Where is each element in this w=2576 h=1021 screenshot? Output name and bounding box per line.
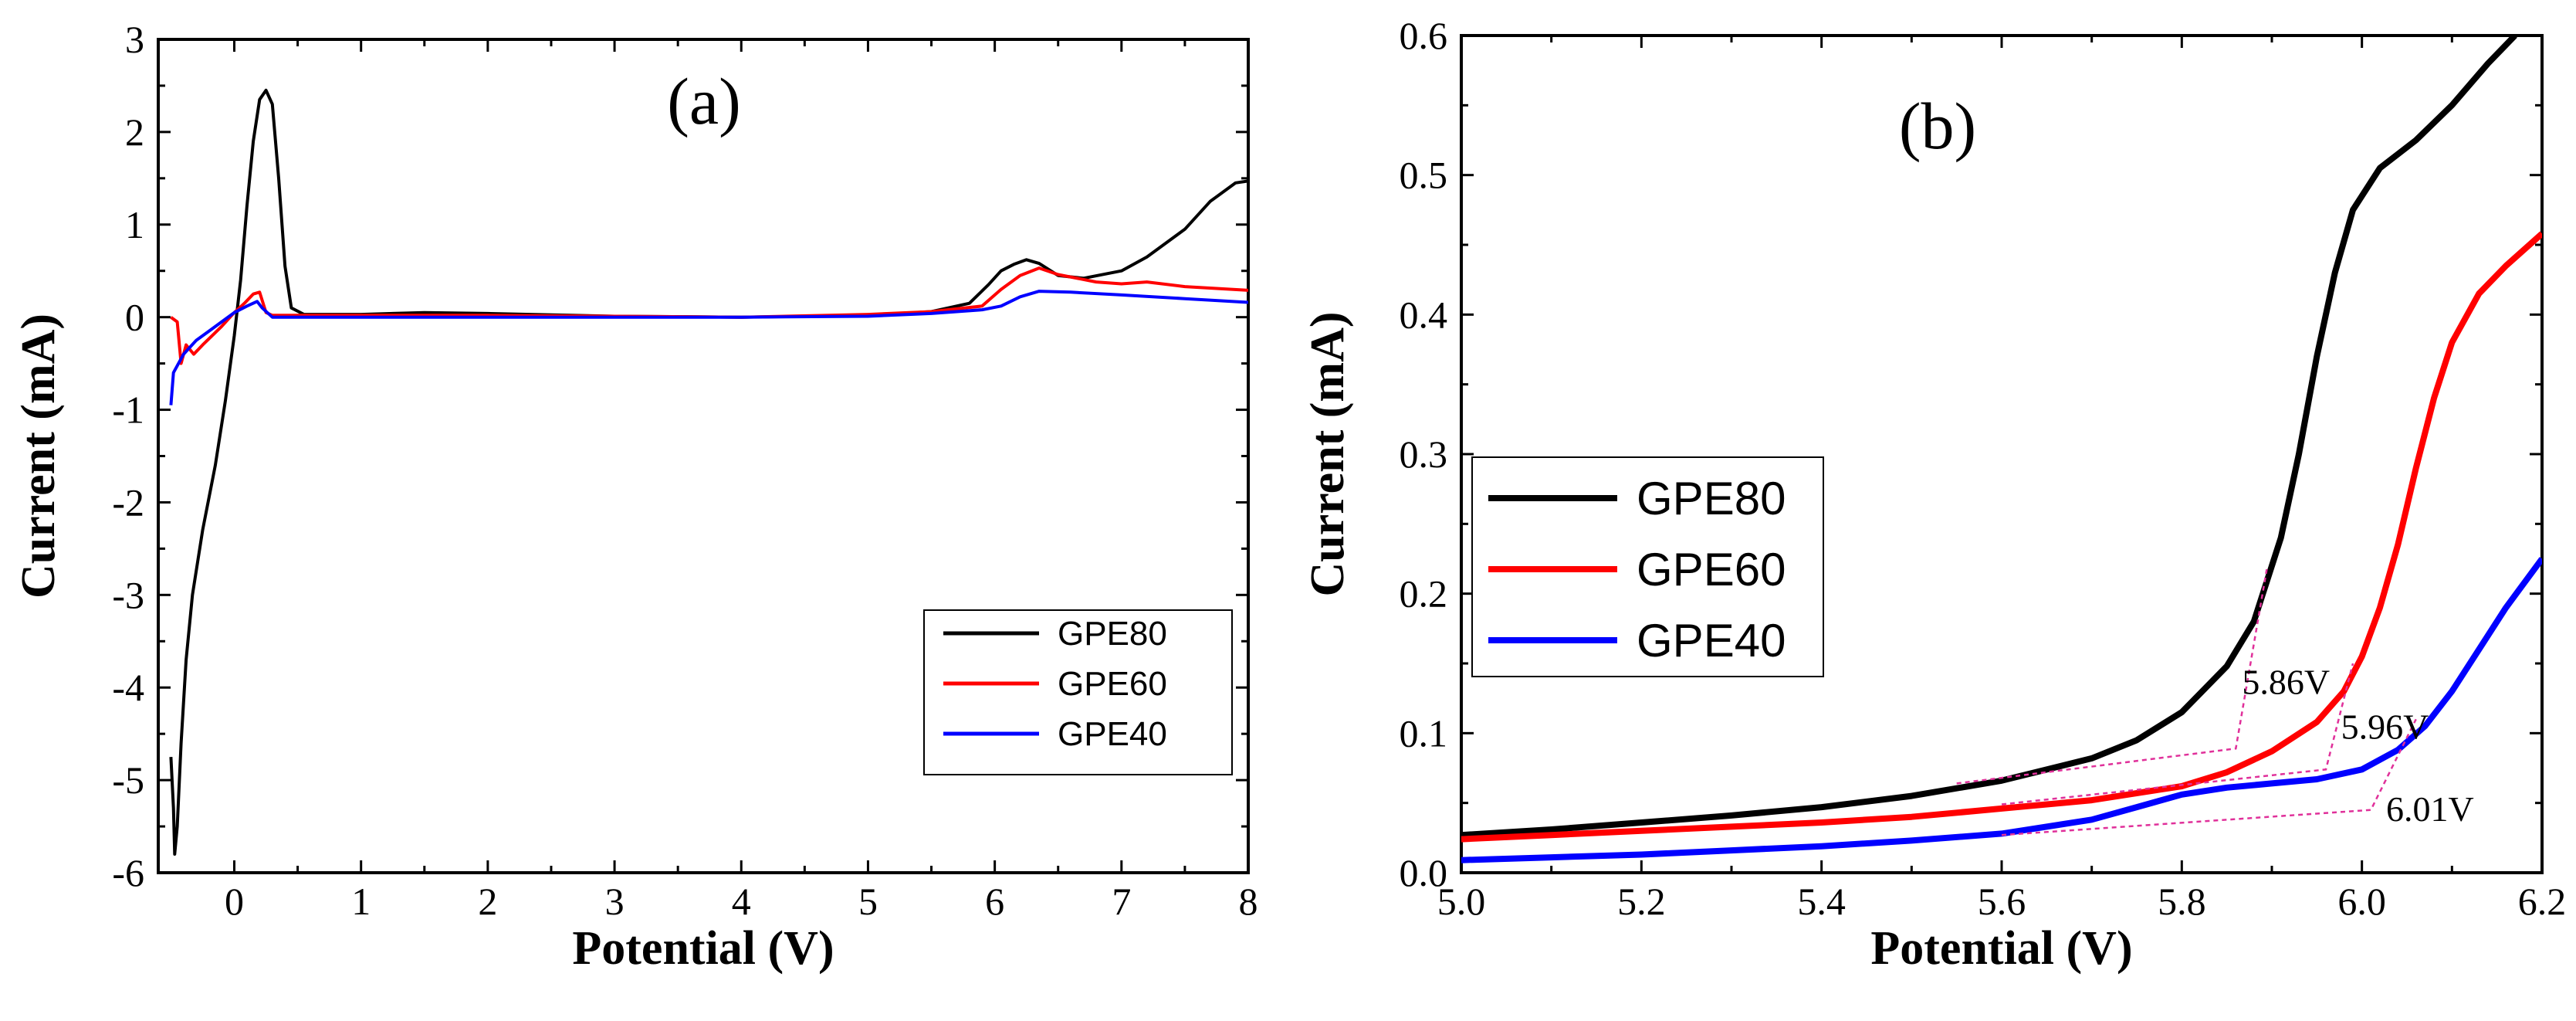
x-tick-label: 5.0 <box>1437 880 1486 923</box>
x-tick-label: 5 <box>858 880 878 923</box>
x-tick-label: 6 <box>985 880 1004 923</box>
y-tick-label: 3 <box>125 18 144 61</box>
x-tick-label: 2 <box>478 880 497 923</box>
legend-label-gpe60: GPE60 <box>1058 665 1167 703</box>
tangent-guide-line <box>2001 718 2417 836</box>
y-tick-label: 0.0 <box>1400 851 1448 894</box>
onset-annotation: 5.86V <box>2242 663 2330 702</box>
legend-label-gpe80: GPE80 <box>1058 615 1167 653</box>
y-tick-label: -3 <box>112 573 144 616</box>
series-line-gpe60 <box>170 266 1248 365</box>
series-line-gpe40 <box>169 290 1248 405</box>
x-tick-label: 5.6 <box>1978 880 2026 923</box>
y-tick-label: 2 <box>125 110 144 154</box>
y-tick-label: -4 <box>112 666 144 709</box>
y-tick-label: 0.3 <box>1400 432 1448 476</box>
x-tick-label: 6.0 <box>2337 880 2386 923</box>
y-tick-label: -2 <box>112 480 144 524</box>
legend-label-gpe40: GPE40 <box>1058 715 1167 753</box>
x-tick-label: 5.4 <box>1797 880 1846 923</box>
x-tick-label: 7 <box>1112 880 1131 923</box>
legend-label-gpe60: GPE60 <box>1637 544 1786 595</box>
x-tick-label: 5.2 <box>1617 880 1666 923</box>
x-tick-label: 4 <box>732 880 751 923</box>
chart-panel-b: 5.0 5.2 5.4 5.6 5.8 6.0 6.2 0.0 0.1 0.2 0.3 0.4 0.5 0… <box>1302 14 2566 975</box>
y-tick-label: -5 <box>112 758 144 802</box>
y-axis-title: Current (mA) <box>12 314 65 599</box>
x-axis-title: Potential (V) <box>1870 922 2132 975</box>
onset-annotation: 5.96V <box>2341 707 2429 747</box>
y-tick-label: 0.6 <box>1400 14 1448 57</box>
onset-annotation: 6.01V <box>2386 789 2474 829</box>
legend-label-gpe40: GPE40 <box>1637 615 1786 667</box>
y-tick-label: 0.1 <box>1400 711 1448 755</box>
y-axis-title: Current (mA) <box>1302 311 1354 596</box>
x-tick-label: 5.8 <box>2158 880 2206 923</box>
x-tick-label: 8 <box>1239 880 1258 923</box>
y-tick-label: 1 <box>125 203 144 246</box>
y-tick-label: 0.4 <box>1400 293 1448 336</box>
x-axis-title: Potential (V) <box>572 922 834 975</box>
y-tick-label: -6 <box>112 851 144 894</box>
panel-label: (b) <box>1899 89 1976 163</box>
series-line-gpe80 <box>1461 36 2517 839</box>
plot-frame <box>1460 34 2544 874</box>
y-tick-label: 0.2 <box>1400 572 1448 616</box>
tangent-guide-line <box>1956 565 2269 785</box>
x-tick-label: 6.2 <box>2518 880 2567 923</box>
x-tick-label: 1 <box>351 880 371 923</box>
y-tick-label: 0.5 <box>1400 154 1448 197</box>
x-tick-label: 0 <box>225 880 244 923</box>
series-line-gpe40 <box>1461 557 2542 863</box>
x-tick-label: 3 <box>605 880 625 923</box>
y-tick-label: 0 <box>125 296 144 339</box>
tangent-guide-line <box>2001 663 2354 806</box>
series-line-gpe60 <box>1461 231 2542 843</box>
legend-box <box>923 609 1233 775</box>
y-tick-label: -1 <box>112 388 144 432</box>
panel-label: (a) <box>667 64 740 138</box>
legend-label-gpe80: GPE80 <box>1637 473 1786 524</box>
